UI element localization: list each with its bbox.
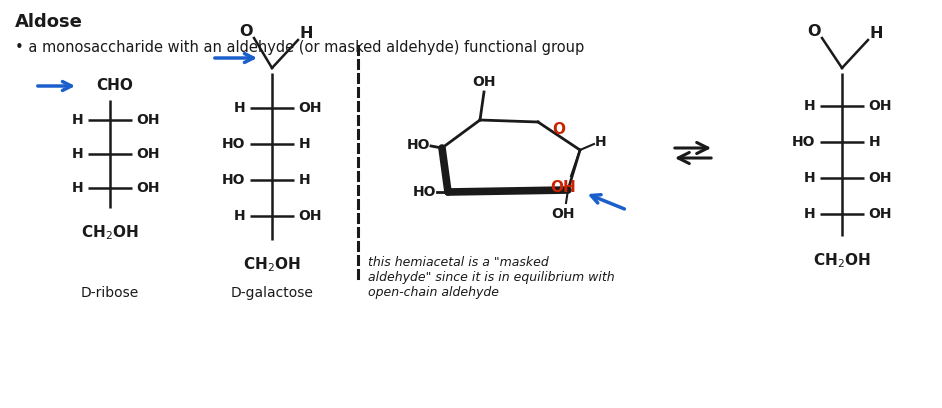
Text: H: H <box>595 135 607 149</box>
Text: H: H <box>804 171 816 185</box>
Text: H: H <box>299 173 310 187</box>
Text: OH: OH <box>299 101 322 115</box>
Text: H: H <box>72 147 84 161</box>
Text: OH: OH <box>137 147 160 161</box>
Text: H: H <box>869 135 880 149</box>
Text: O: O <box>807 24 820 38</box>
Text: HO: HO <box>222 173 246 187</box>
Text: CHO: CHO <box>97 78 134 93</box>
Text: H: H <box>869 25 883 40</box>
Text: D-ribose: D-ribose <box>81 286 139 300</box>
Text: HO: HO <box>413 185 436 199</box>
Text: H: H <box>299 137 310 151</box>
Text: HO: HO <box>222 137 246 151</box>
Text: H: H <box>804 99 816 113</box>
Text: OH: OH <box>472 75 495 89</box>
Text: HO: HO <box>792 135 816 149</box>
Text: O: O <box>239 24 252 38</box>
Text: OH: OH <box>869 99 892 113</box>
Text: CH$_2$OH: CH$_2$OH <box>243 255 300 274</box>
Text: H: H <box>234 101 246 115</box>
Text: • a monosaccharide with an aldehyde (or masked aldehyde) functional group: • a monosaccharide with an aldehyde (or … <box>15 40 584 55</box>
Text: H: H <box>234 209 246 223</box>
Text: OH: OH <box>299 209 322 223</box>
Text: OH: OH <box>869 171 892 185</box>
Text: O: O <box>553 122 565 137</box>
Text: this hemiacetal is a "masked
aldehyde" since it is in equilibrium with
open-chai: this hemiacetal is a "masked aldehyde" s… <box>368 256 614 299</box>
Text: Aldose: Aldose <box>15 13 83 31</box>
Text: OH: OH <box>551 207 575 221</box>
Text: CH$_2$OH: CH$_2$OH <box>81 223 138 242</box>
Text: OH: OH <box>869 207 892 221</box>
Text: CH$_2$OH: CH$_2$OH <box>813 251 870 270</box>
Text: OH: OH <box>137 113 160 127</box>
Text: H: H <box>804 207 816 221</box>
Text: OH: OH <box>550 180 576 195</box>
Text: H: H <box>72 113 84 127</box>
Text: H: H <box>72 181 84 195</box>
Text: D-galactose: D-galactose <box>231 286 314 300</box>
Text: OH: OH <box>137 181 160 195</box>
Text: HO: HO <box>407 138 430 152</box>
Text: H: H <box>300 25 313 40</box>
